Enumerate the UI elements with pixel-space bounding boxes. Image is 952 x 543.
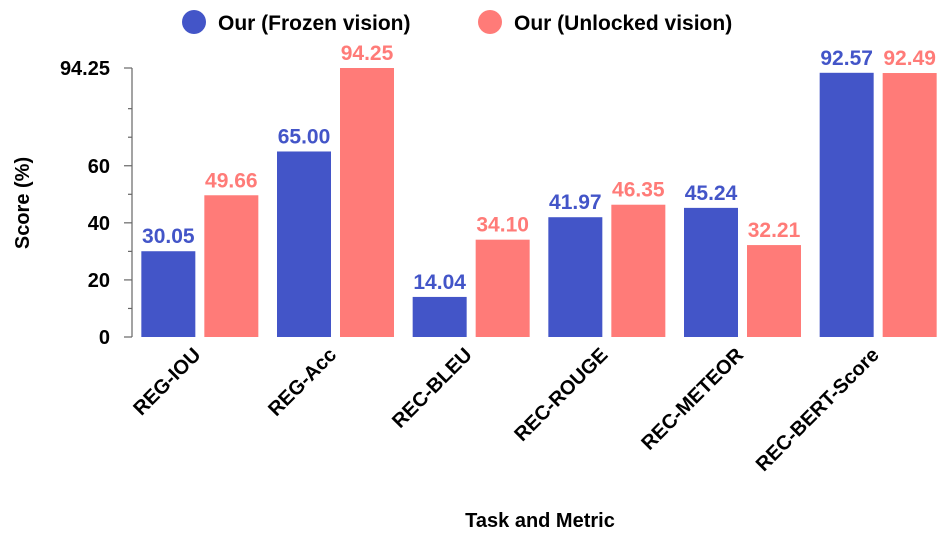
x-tick-label: REC-BLEU — [388, 344, 477, 433]
y-tick-label: 60 — [88, 156, 110, 178]
bar-frozen-reg-acc — [277, 151, 331, 337]
bar-unlocked-reg-acc — [340, 68, 394, 337]
x-tick-label: REC-BERT-Score — [752, 344, 884, 476]
bars — [141, 68, 937, 337]
y-tick-label: 0 — [99, 327, 110, 349]
legend-label-frozen: Our (Frozen vision) — [218, 12, 411, 35]
bar-unlocked-reg-iou — [204, 195, 259, 337]
legend-marker-frozen — [182, 10, 206, 34]
bar-unlocked-rec-bleu — [475, 239, 530, 337]
legend-marker-unlocked — [478, 10, 502, 34]
x-tick-label: REC-METEOR — [637, 344, 748, 455]
data-label-frozen: 92.57 — [820, 47, 873, 70]
bar-frozen-rec-bert-score — [819, 72, 874, 337]
bar-unlocked-rec-meteor — [747, 245, 801, 337]
y-tick-label: 20 — [88, 270, 110, 292]
x-tick-label: REG-Acc — [264, 344, 341, 421]
data-label-unlocked: 34.10 — [476, 214, 529, 237]
x-tick-label: REG-IOU — [129, 344, 205, 420]
data-label-unlocked: 32.21 — [748, 219, 801, 242]
y-tick-label: 94.25 — [60, 58, 110, 80]
y-tick-label: 40 — [88, 213, 110, 235]
data-label-frozen: 65.00 — [278, 125, 331, 148]
data-label-frozen: 30.05 — [142, 225, 195, 248]
bar-frozen-rec-rouge — [548, 217, 603, 337]
y-axis-title: Score (%) — [12, 157, 34, 249]
x-axis-title: Task and Metric — [465, 510, 615, 532]
data-label-unlocked: 49.66 — [205, 169, 258, 192]
legend: Our (Frozen vision) Our (Unlocked vision… — [182, 10, 732, 35]
data-label-frozen: 14.04 — [413, 271, 466, 294]
data-labels: 30.05 49.66 65.00 94.25 14.04 34.10 41.97 46.35… — [142, 42, 936, 294]
data-label-unlocked: 94.25 — [341, 42, 394, 65]
bar-frozen-rec-bleu — [412, 296, 467, 337]
data-label-frozen: 45.24 — [685, 182, 738, 205]
data-label-frozen: 41.97 — [549, 191, 602, 214]
x-tick-label: REC-ROUGE — [510, 344, 612, 446]
legend-label-unlocked: Our (Unlocked vision) — [514, 12, 732, 35]
bar-frozen-rec-meteor — [684, 207, 738, 337]
bar-unlocked-rec-rouge — [611, 204, 666, 337]
bar-frozen-reg-iou — [141, 251, 196, 337]
data-label-unlocked: 46.35 — [612, 179, 665, 202]
bar-unlocked-rec-bert-score — [882, 73, 937, 337]
data-label-unlocked: 92.49 — [883, 47, 936, 70]
